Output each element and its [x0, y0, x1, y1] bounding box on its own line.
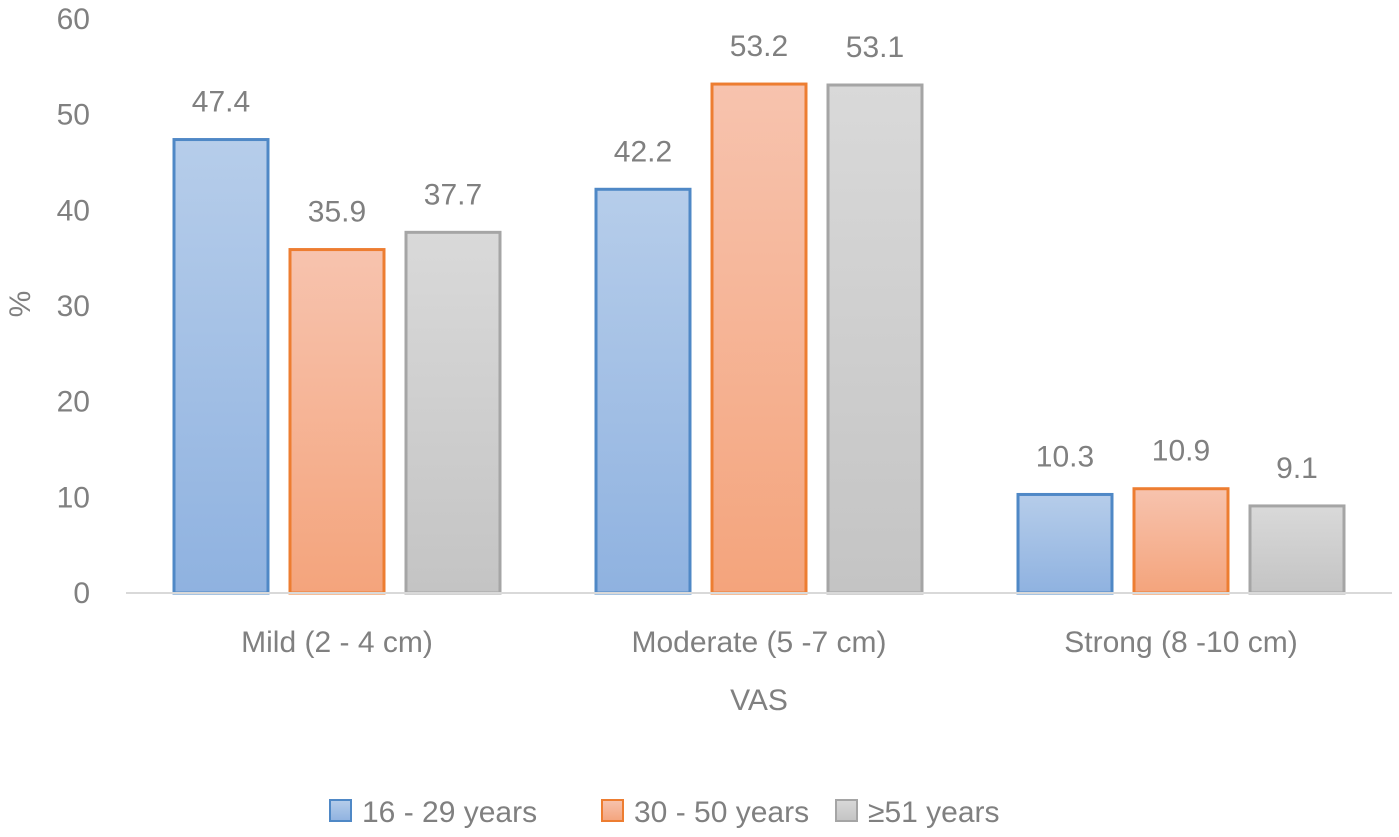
x-category-label: Moderate (5 -7 cm)	[631, 626, 886, 659]
bar	[1248, 504, 1346, 595]
data-label: 53.2	[730, 30, 788, 63]
bar	[1016, 492, 1114, 595]
bar	[1132, 487, 1230, 595]
y-tick-label: 60	[57, 3, 90, 36]
legend: 16 - 29 years 30 - 50 years ≥51 years	[329, 796, 1000, 829]
y-axis-title: %	[4, 291, 37, 318]
y-axis-ticks: 0 10 20 30 40 50 60	[57, 3, 90, 610]
y-tick-label: 50	[57, 99, 90, 132]
bar	[288, 248, 386, 595]
bar	[594, 187, 692, 595]
legend-label: ≥51 years	[868, 796, 1000, 829]
data-labels: 47.4 35.9 37.7 42.2 53.2 53.1 10.3 10.9 9.1	[192, 30, 1318, 485]
y-tick-label: 30	[57, 290, 90, 323]
data-label: 37.7	[424, 178, 482, 211]
data-label: 10.9	[1152, 435, 1210, 468]
y-tick-label: 10	[57, 481, 90, 514]
bar	[404, 230, 502, 595]
legend-swatch	[835, 799, 858, 822]
legend-label: 16 - 29 years	[362, 796, 537, 829]
bar	[826, 83, 924, 595]
data-label: 42.2	[614, 135, 672, 168]
y-tick-label: 0	[73, 577, 90, 610]
data-label: 47.4	[192, 86, 250, 119]
legend-swatch	[601, 799, 624, 822]
x-category-label: Mild (2 - 4 cm)	[241, 626, 433, 659]
data-label: 53.1	[846, 31, 904, 64]
legend-swatch	[329, 799, 352, 822]
data-label: 35.9	[308, 196, 366, 229]
y-tick-label: 40	[57, 194, 90, 227]
x-axis-title: VAS	[730, 684, 788, 717]
category-labels: Mild (2 - 4 cm) Moderate (5 -7 cm) Strong …	[241, 626, 1298, 659]
data-label: 9.1	[1276, 452, 1318, 485]
x-category-label: Strong (8 -10 cm)	[1064, 626, 1297, 659]
y-tick-label: 20	[57, 386, 90, 419]
legend-label: 30 - 50 years	[634, 796, 809, 829]
bar	[710, 82, 808, 595]
bars	[172, 82, 1346, 595]
data-label: 10.3	[1036, 440, 1094, 473]
bar	[172, 138, 270, 595]
